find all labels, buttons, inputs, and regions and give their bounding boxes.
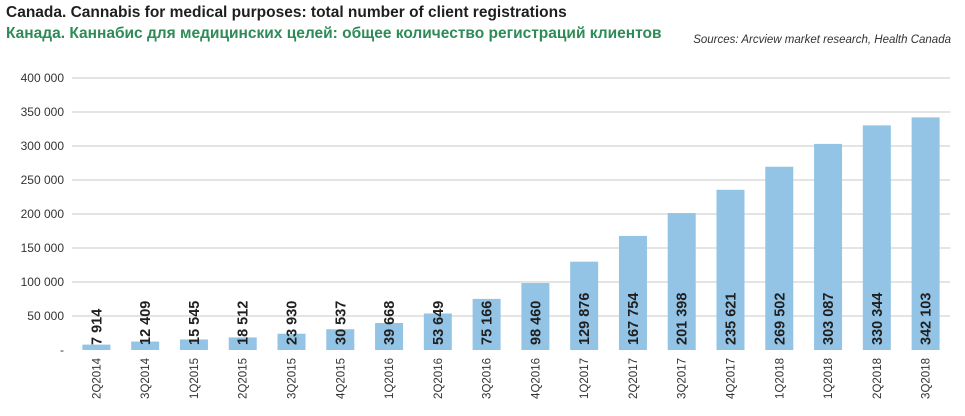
y-tick-label: 200 000	[21, 207, 65, 221]
x-tick-label: 1Q2016	[384, 358, 396, 399]
x-tick-label: 3Q2014	[140, 357, 152, 399]
x-tick-label: 4Q2015	[335, 358, 347, 399]
bar	[179, 339, 208, 350]
y-tick-label: -	[60, 343, 64, 357]
x-tick-label: 1Q2015	[189, 358, 201, 399]
bar	[716, 189, 745, 350]
bar	[82, 344, 111, 350]
y-tick-label: 100 000	[21, 275, 65, 289]
bar-value-label: 75 166	[480, 301, 496, 345]
bar-value-label: 18 512	[236, 301, 252, 345]
y-tick-label: 350 000	[21, 105, 65, 119]
x-tick-label: 4Q2016	[530, 358, 542, 399]
y-tick-label: 300 000	[21, 139, 65, 153]
bar	[667, 213, 696, 350]
x-tick-label: 3Q2017	[677, 358, 689, 399]
x-tick-label: 4Q2017	[726, 358, 738, 399]
chart-sources: Sources: Arcview market research, Health…	[693, 34, 951, 46]
x-tick-label: 3Q2015	[287, 358, 299, 399]
bar	[862, 125, 891, 350]
bar-value-label: 167 754	[626, 293, 642, 345]
y-tick-label: 150 000	[21, 241, 65, 255]
bar-value-label: 129 876	[577, 293, 593, 345]
bar-value-label: 12 409	[138, 301, 154, 345]
x-tick-label: 2Q2017	[628, 358, 640, 399]
bar-value-label: 303 087	[821, 293, 837, 345]
bar	[472, 298, 501, 350]
x-tick-label: 2Q2014	[91, 357, 103, 399]
x-axis: 2Q2014 3Q2014 1Q2015 2Q2015 3Q2015 4Q2015 1Q20…	[91, 357, 932, 399]
bar	[326, 329, 355, 350]
x-tick-label: 2Q2018	[872, 358, 884, 399]
x-tick-label: 1Q2018	[774, 358, 786, 399]
x-tick-label: 1Q2018	[823, 358, 835, 399]
bar-value-label: 330 344	[870, 293, 886, 345]
bar-value-label: 23 930	[285, 301, 301, 345]
bar-value-label: 342 103	[919, 293, 935, 345]
bar	[423, 313, 452, 350]
x-tick-label: 3Q2016	[482, 358, 494, 399]
bar	[521, 283, 550, 350]
y-axis: - 50 000 100 000 150 000 200 000 250 000 300 0…	[21, 71, 65, 357]
x-tick-label: 1Q2017	[579, 358, 591, 399]
grid-lines	[72, 77, 950, 317]
y-tick-label: 250 000	[21, 173, 65, 187]
bar-value-label: 98 460	[528, 301, 544, 345]
bar-value-label: 39 668	[382, 301, 398, 345]
bar-value-label: 30 537	[333, 301, 349, 345]
bar	[277, 333, 306, 350]
x-tick-label: 2Q2015	[238, 358, 250, 399]
bar	[814, 143, 843, 350]
bar-value-label: 235 621	[724, 293, 740, 345]
bar-value-label: 7 914	[89, 309, 105, 345]
bar	[228, 337, 257, 350]
x-tick-label: 3Q2018	[921, 358, 933, 399]
chart-title: Canada. Cannabis for medical purposes: t…	[6, 4, 567, 21]
bar	[618, 235, 647, 350]
bars: 7 914 12 409 15 545 18 512 23 930 30 537 39 66…	[82, 117, 940, 350]
y-tick-label: 50 000	[27, 309, 64, 323]
bar-value-label: 15 545	[187, 301, 203, 345]
bar-value-label: 53 649	[431, 301, 447, 345]
bar-value-label: 269 502	[772, 293, 788, 345]
chart-subtitle: Канада. Каннабис для медицинских целей: …	[6, 25, 662, 42]
y-tick-label: 400 000	[21, 71, 65, 85]
bar	[570, 261, 599, 350]
x-tick-label: 2Q2016	[433, 358, 445, 399]
bar-value-label: 201 398	[675, 293, 691, 345]
bar	[375, 323, 404, 350]
bar	[131, 341, 160, 350]
bar	[765, 166, 794, 350]
bar	[911, 117, 940, 350]
